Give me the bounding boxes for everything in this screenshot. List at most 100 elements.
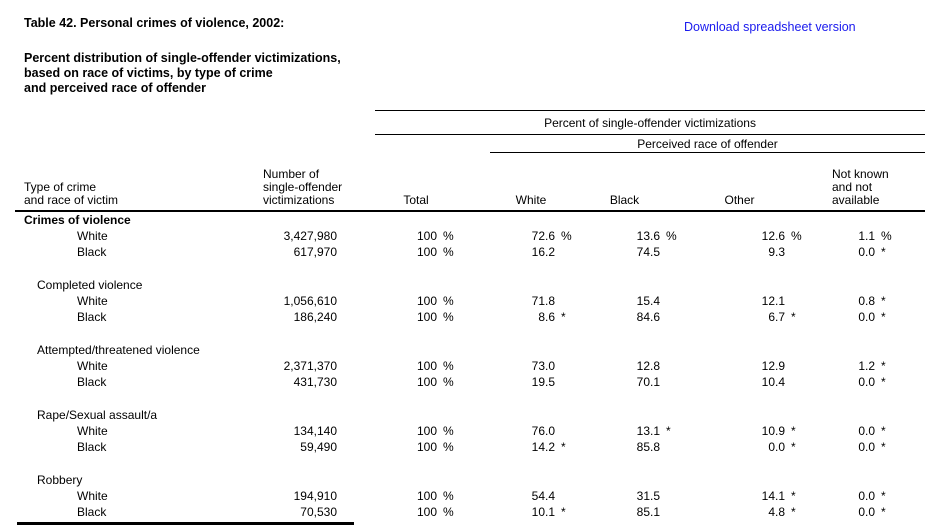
percent-suffix: %	[443, 229, 454, 243]
header-line: and race of victim	[24, 193, 119, 207]
percent-value: 0.0	[858, 440, 875, 454]
column-header-black: Black	[572, 152, 677, 212]
percent-suffix: %	[443, 359, 454, 373]
percent-value: 100	[416, 489, 437, 503]
victimizations-count-cell: 431,730	[293, 375, 337, 389]
not-known-percent-cell: 0.0 *	[802, 374, 925, 390]
percent-value: 0.8	[858, 294, 875, 308]
percent-value: 12.1	[761, 294, 785, 308]
percent-value: 19.5	[531, 375, 555, 389]
crime-type-label: Attempted/threatened violence	[37, 343, 200, 357]
victim-race-label: White	[77, 424, 108, 438]
percent-suffix: *	[881, 310, 886, 324]
page-title: Table 42. Personal crimes of violence, 2…	[24, 16, 285, 30]
spacer-cell	[15, 260, 925, 277]
not-known-percent-cell: 0.0 *	[802, 244, 925, 260]
white-percent-cell: 19.5	[490, 374, 572, 390]
header-line: Not known	[832, 167, 889, 181]
percent-value: 54.4	[531, 489, 555, 503]
percent-value: 6.7	[768, 310, 785, 324]
percent-value: 1.2	[858, 359, 875, 373]
white-percent-cell: 16.2	[490, 244, 572, 260]
percent-suffix: *	[561, 505, 566, 519]
percent-suffix: *	[791, 489, 796, 503]
percent-suffix: %	[443, 375, 454, 389]
black-percent-cell: 84.6	[572, 309, 677, 325]
column-header-number: Number of single-offender victimizations	[255, 152, 375, 212]
total-percent-cell: 100%	[375, 293, 490, 309]
percent-suffix: %	[561, 229, 572, 243]
white-percent-cell: 76.0	[490, 423, 572, 439]
percent-value: 0.0	[858, 245, 875, 259]
not-known-percent-cell: 0.8 *	[802, 293, 925, 309]
group-header-row: Crimes of violence	[15, 211, 925, 228]
percent-suffix: %	[443, 505, 454, 519]
percent-suffix: *	[881, 294, 886, 308]
table-row: White 3,427,980 100% 72.6% 13.6% 12.6% 1.1%	[15, 228, 925, 244]
percent-value: 100	[416, 245, 437, 259]
percent-value: 73.0	[531, 359, 555, 373]
white-percent-cell: 72.6%	[490, 228, 572, 244]
percent-value: 76.0	[531, 424, 555, 438]
percent-value: 85.8	[636, 440, 660, 454]
percent-value: 100	[416, 375, 437, 389]
total-percent-cell: 100%	[375, 309, 490, 325]
victimizations-count-cell: 2,371,370	[283, 359, 337, 373]
percent-suffix: *	[791, 505, 796, 519]
crime-type-label: Rape/Sexual assault/a	[37, 408, 158, 422]
white-percent-cell: 71.8	[490, 293, 572, 309]
data-table: Percent of single-offender victimization…	[15, 110, 926, 520]
percent-value: 71.8	[531, 294, 555, 308]
percent-value: 8.6	[538, 310, 555, 324]
percent-value: 13.6	[636, 229, 660, 243]
header-line: Type of crime	[24, 180, 97, 194]
percent-suffix: *	[561, 310, 566, 324]
percent-value: 9.3	[768, 245, 785, 259]
percent-value: 4.8	[768, 505, 785, 519]
white-percent-cell: 73.0	[490, 358, 572, 374]
percent-span-header-row: Percent of single-offender victimization…	[15, 110, 926, 135]
bottom-partial-rule	[17, 522, 354, 525]
percent-suffix: *	[791, 424, 796, 438]
table-row: White 2,371,370 100% 73.0 12.8 12.9 1.2 *	[15, 358, 925, 374]
percent-value: 85.1	[636, 505, 660, 519]
header-line: victimizations	[263, 193, 335, 207]
victim-race-label: Black	[77, 245, 107, 259]
header-spacer-cell	[15, 111, 375, 135]
percent-value: 12.9	[761, 359, 785, 373]
percent-value: 0.0	[768, 440, 785, 454]
percent-suffix: %	[443, 310, 454, 324]
crime-type-label: Crimes of violence	[24, 213, 131, 227]
victimizations-count-cell: 3,427,980	[283, 229, 337, 243]
black-percent-cell: 13.1 *	[572, 423, 677, 439]
victim-race-label: Black	[77, 505, 107, 519]
percent-suffix: *	[881, 375, 886, 389]
victimizations-count-cell: 134,140	[293, 424, 337, 438]
total-percent-cell: 100%	[375, 244, 490, 260]
not-known-percent-cell: 0.0 *	[802, 423, 925, 439]
not-known-percent-cell: 0.0 *	[802, 504, 925, 520]
not-known-percent-cell: 0.0 *	[802, 488, 925, 504]
percent-value: 10.4	[761, 375, 785, 389]
column-header-crime: Type of crime and race of victim	[15, 152, 255, 212]
other-percent-cell: 4.8 *	[677, 504, 802, 520]
column-header-other: Other	[677, 152, 802, 212]
victimizations-count-cell: 59,490	[300, 440, 337, 454]
not-known-percent-cell: 1.2 *	[802, 358, 925, 374]
victim-race-label: White	[77, 229, 108, 243]
victimizations-count-cell: 186,240	[293, 310, 337, 324]
percent-suffix: *	[561, 440, 566, 454]
victimizations-count-cell: 70,530	[300, 505, 337, 519]
percent-value: 100	[416, 440, 437, 454]
percent-value: 14.1	[761, 489, 785, 503]
download-spreadsheet-link[interactable]: Download spreadsheet version	[684, 20, 856, 34]
not-known-percent-cell: 0.0 *	[802, 439, 925, 455]
percent-value: 0.0	[858, 375, 875, 389]
table-row: Black 59,490 100% 14.2 * 85.8 0.0 * 0.0 *	[15, 439, 925, 455]
percent-value: 70.1	[636, 375, 660, 389]
black-percent-cell: 15.4	[572, 293, 677, 309]
percent-value: 10.9	[761, 424, 785, 438]
column-header-row: Type of crime and race of victim Number …	[15, 152, 926, 212]
percent-suffix: *	[881, 245, 886, 259]
total-percent-cell: 100%	[375, 504, 490, 520]
